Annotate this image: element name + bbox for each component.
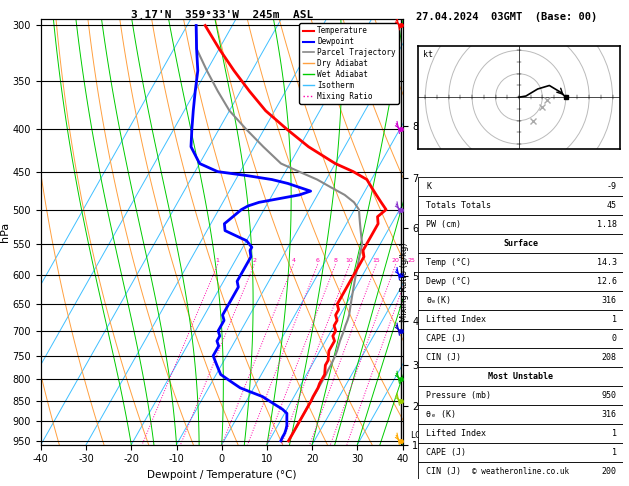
Y-axis label: km
ASL: km ASL — [423, 221, 442, 243]
Text: CIN (J): CIN (J) — [426, 353, 462, 362]
Text: Surface: Surface — [503, 239, 538, 248]
Text: 208: 208 — [601, 353, 616, 362]
Text: PW (cm): PW (cm) — [426, 220, 462, 229]
Text: 2: 2 — [252, 258, 256, 263]
Text: 20: 20 — [392, 258, 399, 263]
Text: 1: 1 — [611, 448, 616, 457]
Text: 6: 6 — [316, 258, 320, 263]
Bar — [418, 329, 623, 348]
Bar — [418, 310, 623, 329]
Text: 45: 45 — [606, 201, 616, 210]
Text: Most Unstable: Most Unstable — [488, 372, 553, 381]
X-axis label: Dewpoint / Temperature (°C): Dewpoint / Temperature (°C) — [147, 470, 296, 480]
Y-axis label: hPa: hPa — [0, 222, 10, 242]
Text: CAPE (J): CAPE (J) — [426, 334, 467, 343]
Text: LCL: LCL — [410, 432, 425, 440]
Text: 4: 4 — [291, 258, 296, 263]
Text: 1: 1 — [611, 429, 616, 438]
Bar — [418, 215, 623, 234]
Bar — [418, 481, 623, 486]
Text: 10: 10 — [346, 258, 353, 263]
Bar — [418, 196, 623, 215]
Bar — [418, 291, 623, 310]
Text: Totals Totals: Totals Totals — [426, 201, 491, 210]
Text: 25: 25 — [407, 258, 415, 263]
Bar — [418, 443, 623, 462]
Text: Temp (°C): Temp (°C) — [426, 259, 472, 267]
Text: 950: 950 — [601, 391, 616, 400]
Title: 3¸17'N  359°33'W  245m  ASL: 3¸17'N 359°33'W 245m ASL — [131, 9, 313, 18]
Text: Dewp (°C): Dewp (°C) — [426, 278, 472, 286]
Text: 316: 316 — [601, 410, 616, 419]
Text: θₑ(K): θₑ(K) — [426, 296, 452, 305]
Text: -9: -9 — [606, 182, 616, 191]
Text: 0: 0 — [611, 334, 616, 343]
Text: θₑ (K): θₑ (K) — [426, 410, 457, 419]
Text: K: K — [426, 182, 431, 191]
Text: Lifted Index: Lifted Index — [426, 429, 486, 438]
Bar — [418, 405, 623, 424]
Text: 27.04.2024  03GMT  (Base: 00): 27.04.2024 03GMT (Base: 00) — [416, 12, 598, 22]
Bar — [418, 253, 623, 272]
Text: 316: 316 — [601, 296, 616, 305]
Text: 15: 15 — [372, 258, 380, 263]
Text: 1: 1 — [611, 315, 616, 324]
Text: 14.3: 14.3 — [596, 259, 616, 267]
Text: Lifted Index: Lifted Index — [426, 315, 486, 324]
Legend: Temperature, Dewpoint, Parcel Trajectory, Dry Adiabat, Wet Adiabat, Isotherm, Mi: Temperature, Dewpoint, Parcel Trajectory… — [299, 23, 399, 104]
Text: kt: kt — [423, 51, 433, 59]
Bar — [418, 177, 623, 196]
Bar — [418, 234, 623, 253]
Bar — [418, 272, 623, 291]
Text: 1: 1 — [216, 258, 220, 263]
Bar — [418, 462, 623, 481]
Text: 1.18: 1.18 — [596, 220, 616, 229]
Bar — [418, 386, 623, 405]
Text: CIN (J): CIN (J) — [426, 467, 462, 476]
Text: 200: 200 — [601, 467, 616, 476]
Bar — [418, 424, 623, 443]
Text: Mixing Ratio (g/kg): Mixing Ratio (g/kg) — [400, 242, 409, 322]
Bar — [418, 367, 623, 386]
Bar — [418, 348, 623, 367]
Text: © weatheronline.co.uk: © weatheronline.co.uk — [472, 468, 569, 476]
Text: Pressure (mb): Pressure (mb) — [426, 391, 491, 400]
Text: 12.6: 12.6 — [596, 278, 616, 286]
Text: 8: 8 — [333, 258, 337, 263]
Text: CAPE (J): CAPE (J) — [426, 448, 467, 457]
